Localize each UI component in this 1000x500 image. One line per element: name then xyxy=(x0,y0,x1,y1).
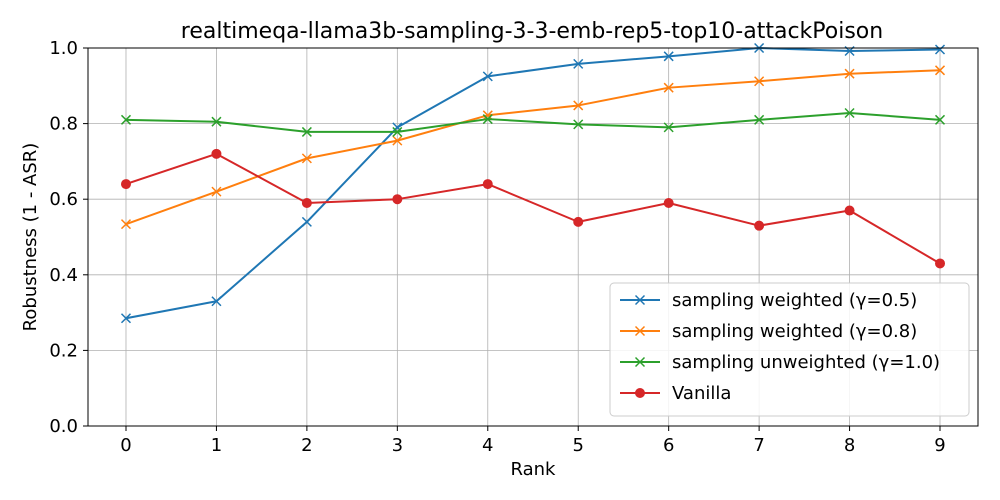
data-point xyxy=(844,205,855,216)
data-point xyxy=(120,219,132,230)
legend-label: sampling weighted (γ=0.5) xyxy=(672,290,917,311)
data-point xyxy=(301,216,312,227)
y-tick-label: 0.8 xyxy=(49,114,78,135)
series-line xyxy=(125,47,941,320)
legend-label: sampling weighted (γ=0.8) xyxy=(672,321,917,342)
data-point xyxy=(934,114,946,125)
data-point xyxy=(482,114,493,125)
data-point xyxy=(663,197,674,208)
data-point xyxy=(301,126,312,137)
x-tick-label: 7 xyxy=(753,435,764,456)
data-point xyxy=(844,68,855,79)
y-tick-label: 0.2 xyxy=(49,340,78,361)
data-point xyxy=(482,179,493,190)
y-tick-label: 0.4 xyxy=(49,265,78,286)
legend-box xyxy=(609,282,970,417)
series-line xyxy=(125,69,941,226)
x-tick-label: 6 xyxy=(663,435,674,456)
data-point xyxy=(663,122,674,133)
x-tick-label: 0 xyxy=(120,435,131,456)
data-point xyxy=(482,71,493,82)
data-point xyxy=(754,114,765,125)
series-2 xyxy=(120,107,946,137)
x-tick-label: 2 xyxy=(301,435,312,456)
data-point xyxy=(392,122,403,133)
legend-item: sampling unweighted (γ=1.0) xyxy=(620,352,940,373)
y-axis-label: Robustness (1 - ASR) xyxy=(20,143,41,332)
data-point xyxy=(934,65,946,76)
data-point xyxy=(120,179,131,190)
data-point xyxy=(120,114,132,125)
data-point xyxy=(754,220,765,231)
legend-item: sampling weighted (γ=0.5) xyxy=(620,290,917,311)
data-point xyxy=(934,44,946,55)
legend-label: Vanilla xyxy=(672,383,731,404)
data-point xyxy=(663,82,674,93)
x-tick-label: 3 xyxy=(392,435,403,456)
legend-item: Vanilla xyxy=(620,383,731,404)
legend-marker xyxy=(634,356,646,368)
legend-marker xyxy=(635,388,645,398)
series-3 xyxy=(120,148,946,269)
data-point xyxy=(844,107,855,119)
data-point xyxy=(392,194,403,205)
series-line xyxy=(125,152,941,265)
data-point xyxy=(211,186,222,197)
y-tick-label: 0.6 xyxy=(49,189,78,210)
data-point xyxy=(573,216,584,227)
data-point xyxy=(573,119,584,130)
series-1 xyxy=(120,65,946,230)
legend-marker xyxy=(634,325,646,337)
data-point xyxy=(392,135,403,146)
legend-marker xyxy=(634,294,646,306)
plot-frame xyxy=(87,47,979,427)
data-point xyxy=(211,116,222,127)
x-tick-label: 9 xyxy=(934,435,945,456)
data-point xyxy=(120,313,132,324)
legend: sampling weighted (γ=0.5) sampling weight… xyxy=(609,282,970,417)
chart-title: realtimeqa-llama3b-sampling-3-3-emb-rep5… xyxy=(181,19,883,44)
series-line xyxy=(125,112,941,133)
data-point xyxy=(301,197,312,208)
y-tick-label: 1.0 xyxy=(49,38,78,59)
data-point xyxy=(392,126,403,137)
x-tick-label: 1 xyxy=(211,435,222,456)
data-point xyxy=(301,153,312,164)
x-tick-label: 8 xyxy=(844,435,855,456)
x-axis-label: Rank xyxy=(511,459,557,480)
x-tick-label: 5 xyxy=(572,435,583,456)
x-tick-label: 4 xyxy=(482,435,493,456)
data-point xyxy=(573,58,584,69)
data-point xyxy=(754,76,765,87)
axis-ticks: 0 1 2 3 4 5 6 7 8 9 0.0 0.2 0.4 0.6 0.8 1.0 xyxy=(49,38,945,456)
data-point xyxy=(935,258,946,269)
series-layer xyxy=(120,42,946,324)
legend-item: sampling weighted (γ=0.8) xyxy=(620,321,917,342)
data-point xyxy=(663,51,674,62)
y-tick-label: 0.0 xyxy=(49,416,78,437)
data-point xyxy=(573,100,584,111)
legend-label: sampling unweighted (γ=1.0) xyxy=(672,352,940,373)
series-0 xyxy=(120,42,946,324)
data-point xyxy=(211,296,222,307)
data-point xyxy=(211,148,222,159)
